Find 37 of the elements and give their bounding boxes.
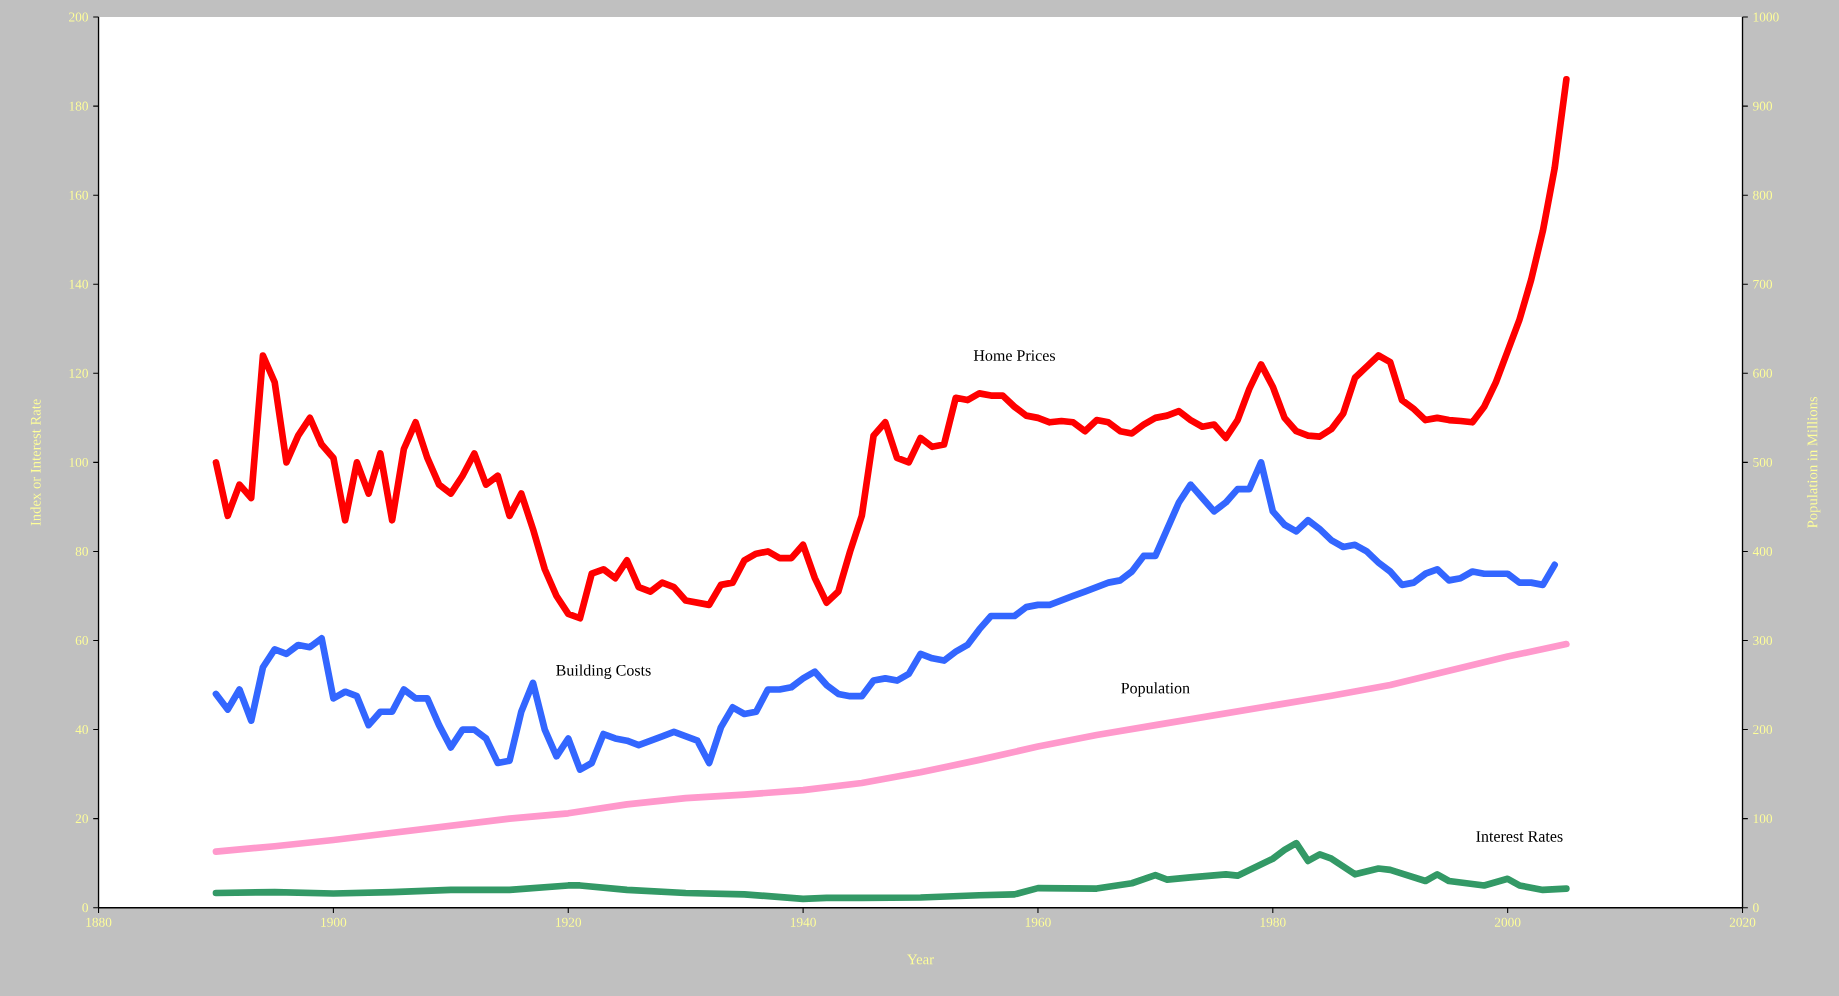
y-tick-label: 60: [75, 636, 88, 646]
y-tick-label: 20: [75, 814, 88, 824]
text: Interest Rates: [1476, 831, 1563, 842]
y-tick-label: 200: [69, 12, 88, 22]
y-axis-title: Index or Interest Rate: [30, 399, 41, 526]
y2-tick-label: 900: [1753, 101, 1773, 111]
y2-tick-label: 200: [1753, 725, 1773, 735]
y2-tick-label: 800: [1753, 190, 1773, 200]
series-label: Population: [1121, 682, 1190, 697]
y2-tick-label: 100: [1753, 814, 1773, 824]
y2-tick-label: 600: [1753, 368, 1773, 378]
x-axis-title: Year: [907, 954, 934, 965]
y-tick-label: 80: [75, 546, 88, 556]
x-tick-label: 1880: [86, 917, 112, 927]
x-tick-label: 2020: [1729, 917, 1756, 927]
y2-tick-label: 1000: [1753, 12, 1779, 22]
y-tick-label: 40: [75, 725, 88, 735]
x-tick-label: 1920: [556, 917, 582, 927]
text: Home Prices: [973, 350, 1055, 361]
y-tick-label: 140: [69, 279, 88, 289]
y-tick-label: 0: [82, 903, 88, 913]
x-tick-label: 1940: [790, 917, 816, 927]
y-tick-label: 160: [69, 190, 88, 200]
y2-tick-label: 400: [1752, 546, 1773, 556]
y2-tick-label: 500: [1753, 457, 1773, 467]
x-tick-label: 1900: [321, 917, 347, 927]
y-tick-label: 100: [69, 457, 88, 467]
y2-tick-label: 700: [1753, 279, 1773, 289]
y2-tick-label: 300: [1753, 636, 1773, 646]
x-tick-label: 1960: [1025, 917, 1051, 927]
x-tick-label: 2000: [1494, 917, 1521, 927]
x-tick-label: 1980: [1260, 917, 1286, 927]
series-label: Building Costs: [556, 664, 651, 679]
y2-axis-title: Population in Millions: [1807, 396, 1821, 528]
y-tick-label: 120: [69, 368, 88, 378]
y2-tick-label: 0: [1753, 903, 1759, 913]
y-tick-label: 180: [69, 101, 88, 111]
